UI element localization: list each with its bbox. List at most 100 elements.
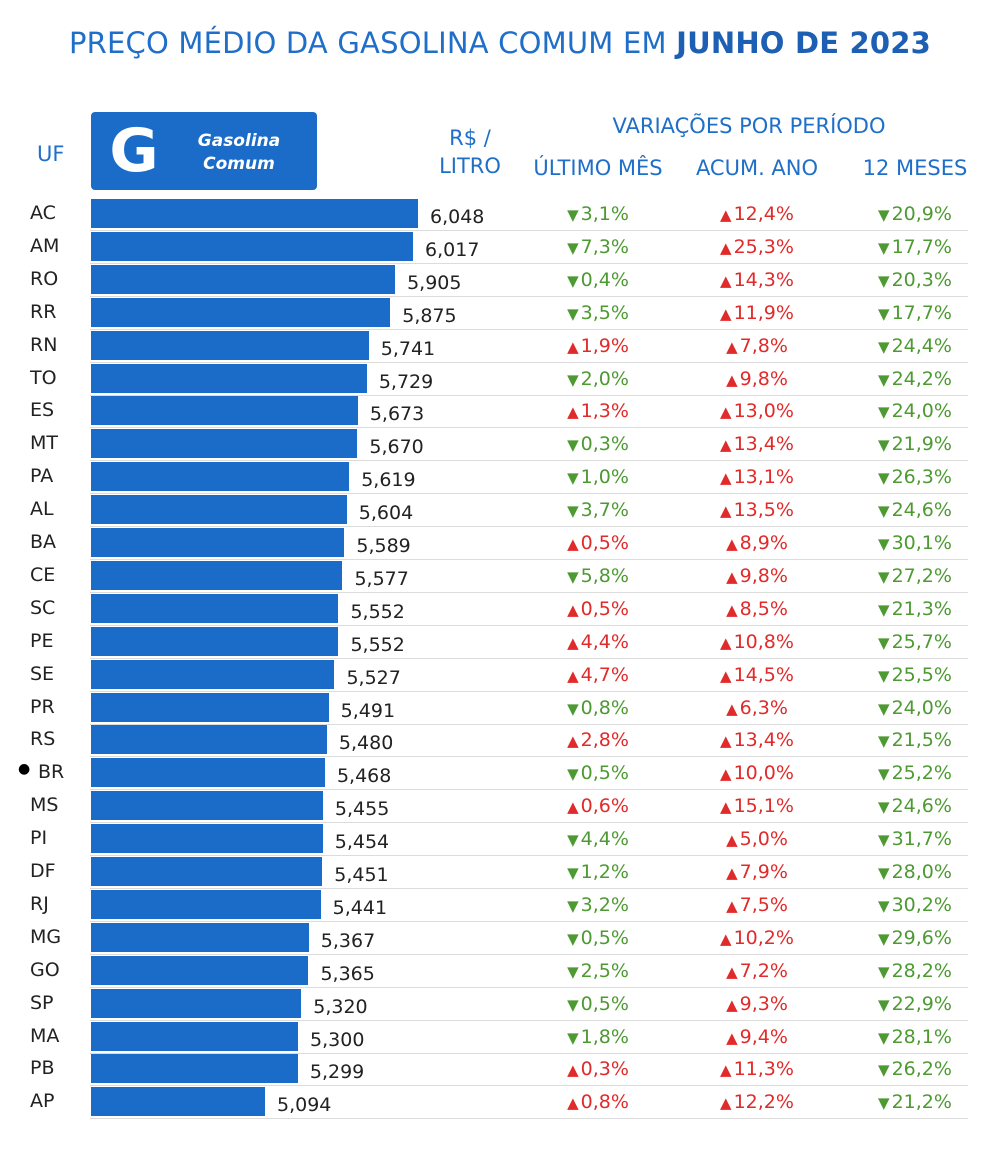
arrow-down-icon: ▼ [878, 567, 890, 586]
state-label: MT [30, 432, 58, 455]
12m-change: ▼ 21,5% [835, 729, 995, 751]
12m-change: ▼ 27,2% [835, 565, 995, 587]
change-value: 0,8% [580, 696, 629, 719]
gasoline-badge: G Gasolina Comum [91, 112, 317, 190]
state-label: RR [30, 300, 57, 323]
arrow-down-icon: ▼ [878, 337, 890, 356]
change-value: 9,4% [739, 1025, 788, 1048]
12m-change: ▼ 24,6% [835, 795, 995, 817]
change-value: 29,6% [891, 926, 952, 949]
price-bar [91, 528, 345, 557]
price-bar [91, 824, 323, 854]
arrow-down-icon: ▼ [567, 896, 579, 915]
change-value: 31,7% [891, 828, 952, 851]
price-bar [91, 1054, 298, 1084]
arrow-up-icon: ▲ [720, 666, 732, 685]
arrow-down-icon: ▼ [878, 304, 890, 323]
arrow-down-icon: ▼ [878, 864, 890, 882]
change-value: 20,9% [891, 203, 952, 225]
change-value: 21,9% [891, 433, 952, 456]
state-label: RJ [30, 892, 49, 915]
change-value: 24,6% [891, 795, 952, 818]
year-change: ▲ 7,2% [677, 960, 837, 982]
state-label: BA [30, 531, 57, 553]
title-main: PREÇO MÉDIO DA GASOLINA COMUM EM [68, 26, 667, 60]
year-change: ▲ 9,3% [677, 993, 837, 1015]
change-value: 28,1% [891, 1025, 952, 1048]
year-change: ▲ 25,3% [677, 236, 837, 258]
arrow-up-icon: ▲ [567, 600, 579, 619]
change-value: 1,2% [580, 861, 629, 883]
price-bar [91, 560, 343, 590]
arrow-down-icon: ▼ [878, 831, 890, 850]
change-value: 0,5% [580, 532, 629, 554]
state-label: PB [30, 1057, 55, 1080]
table-row: PB 5,299 ▲ 0,3% ▲ 11,3% ▼ 26,2% [0, 1053, 1000, 1087]
month-change: ▲ 0,8% [518, 1091, 678, 1113]
arrow-down-icon: ▼ [878, 929, 890, 948]
change-value: 24,0% [891, 696, 952, 719]
row-divider [90, 624, 968, 626]
header-col-year: ACUM. ANO [695, 156, 819, 180]
arrow-down-icon: ▼ [878, 962, 890, 981]
table-row: PI 5,454 ▼ 4,4% ▲ 5,0% ▼ 31,7% [0, 823, 1000, 857]
change-value: 24,6% [891, 499, 952, 522]
month-change: ▼ 4,4% [518, 828, 678, 850]
arrow-up-icon: ▲ [720, 732, 732, 751]
arrow-down-icon: ▼ [567, 929, 579, 948]
price-value-label: 5,905 [407, 271, 462, 294]
price-value-label: 5,451 [334, 864, 389, 886]
state-label: SC [30, 596, 56, 619]
arrow-up-icon: ▲ [720, 798, 732, 817]
change-value: 3,7% [580, 499, 629, 522]
arrow-up-icon: ▲ [726, 600, 738, 619]
price-value-label: 5,491 [340, 699, 396, 722]
arrow-down-icon: ▼ [567, 436, 579, 455]
month-change: ▲ 1,9% [518, 335, 678, 357]
month-change: ▼ 0,3% [518, 433, 678, 455]
change-value: 10,0% [733, 762, 794, 785]
table-row: CE 5,577 ▼ 5,8% ▲ 9,8% ▼ 27,2% [0, 560, 1000, 593]
price-value-label: 5,480 [338, 732, 394, 755]
row-divider [90, 328, 968, 330]
change-value: 5,8% [580, 564, 629, 587]
table-row: PA 5,619 ▼ 1,0% ▲ 13,1% ▼ 26,3% [0, 461, 1000, 495]
price-value-label: 5,365 [320, 962, 375, 985]
g-logo-icon: G [109, 116, 159, 186]
change-value: 10,8% [733, 630, 794, 653]
row-divider [90, 657, 968, 659]
arrow-up-icon: ▲ [726, 535, 738, 553]
arrow-down-icon: ▼ [878, 732, 890, 751]
arrow-down-icon: ▼ [878, 765, 890, 784]
arrow-up-icon: ▲ [720, 403, 732, 422]
year-change: ▲ 8,9% [677, 532, 837, 554]
month-change: ▲ 1,3% [518, 400, 678, 422]
month-change: ▼ 1,0% [518, 466, 678, 488]
change-value: 3,1% [580, 203, 629, 225]
month-change: ▼ 2,0% [518, 368, 678, 390]
price-bar [91, 659, 335, 689]
12m-change: ▼ 20,3% [835, 269, 995, 291]
table-row: AP 5,094 ▲ 0,8% ▲ 12,2% ▼ 21,2% [0, 1086, 1000, 1120]
12m-change: ▼ 31,7% [835, 828, 995, 850]
table-row: RR 5,875 ▼ 3,5% ▲ 11,9% ▼ 17,7% [0, 297, 1000, 330]
12m-change: ▼ 26,2% [835, 1058, 995, 1080]
change-value: 0,8% [580, 1091, 629, 1114]
price-value-label: 5,300 [310, 1028, 365, 1051]
change-value: 4,7% [580, 663, 629, 686]
month-change: ▼ 2,5% [518, 960, 678, 982]
arrow-up-icon: ▲ [720, 1094, 732, 1113]
state-label: RN [30, 333, 58, 356]
change-value: 0,5% [580, 762, 629, 785]
change-value: 11,9% [733, 301, 794, 324]
change-value: 9,8% [739, 367, 788, 390]
state-label: PE [30, 629, 54, 652]
month-change: ▼ 0,4% [518, 269, 678, 291]
change-value: 4,4% [580, 828, 629, 851]
change-value: 24,4% [891, 334, 952, 357]
row-divider [90, 690, 968, 692]
change-value: 10,2% [733, 926, 794, 949]
arrow-down-icon: ▼ [567, 995, 579, 1014]
arrow-up-icon: ▲ [567, 732, 579, 751]
state-label: BR [38, 761, 65, 784]
